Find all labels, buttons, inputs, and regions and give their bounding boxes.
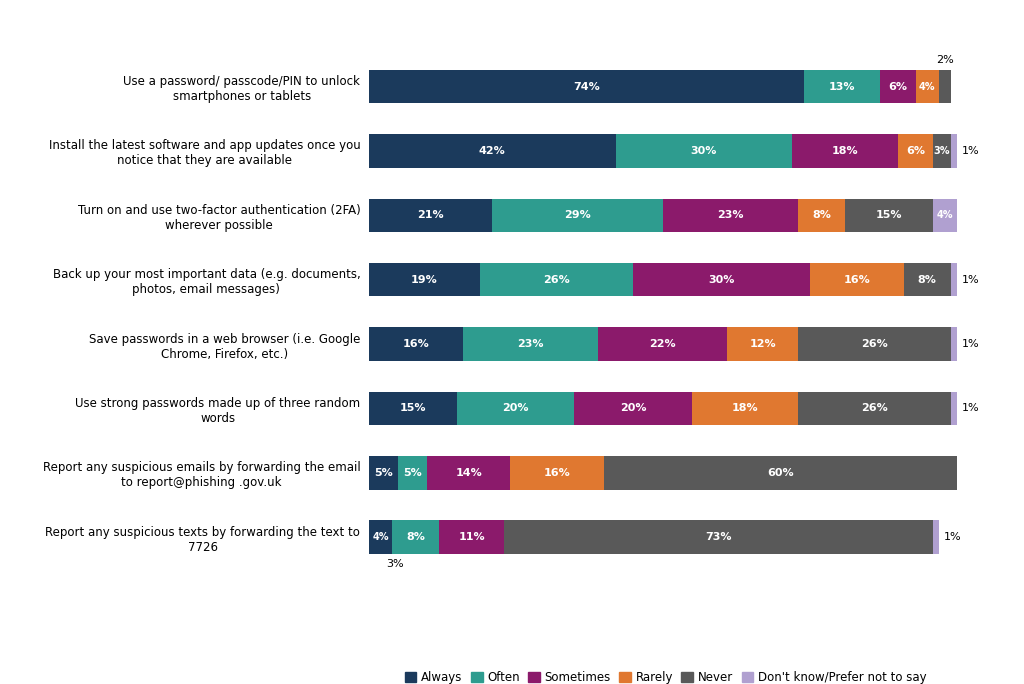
Text: 15%: 15%: [399, 404, 426, 413]
Bar: [798, 327, 951, 360]
Bar: [463, 327, 598, 360]
Bar: [810, 263, 904, 296]
Text: 15%: 15%: [876, 210, 902, 220]
Text: 22%: 22%: [649, 339, 676, 349]
Text: 4%: 4%: [372, 532, 389, 542]
Text: 60%: 60%: [767, 468, 794, 477]
Text: 1%: 1%: [944, 532, 962, 542]
Text: 3%: 3%: [386, 559, 403, 569]
Text: 6%: 6%: [906, 146, 925, 156]
Text: 26%: 26%: [861, 339, 888, 349]
Bar: [933, 198, 956, 232]
Text: 1%: 1%: [962, 339, 979, 349]
Text: 8%: 8%: [918, 275, 937, 285]
Bar: [633, 263, 810, 296]
Text: 26%: 26%: [861, 404, 888, 413]
Text: 5%: 5%: [374, 468, 393, 477]
Bar: [369, 198, 493, 232]
Text: 6%: 6%: [889, 81, 907, 92]
Bar: [480, 263, 633, 296]
Bar: [792, 134, 898, 168]
Bar: [510, 456, 604, 490]
Text: 16%: 16%: [402, 339, 429, 349]
Bar: [951, 327, 956, 360]
Bar: [392, 521, 439, 554]
Bar: [398, 456, 427, 490]
Text: 11%: 11%: [458, 532, 484, 542]
Bar: [727, 327, 798, 360]
Bar: [915, 70, 939, 103]
Bar: [898, 134, 933, 168]
Bar: [439, 521, 504, 554]
Text: 4%: 4%: [937, 210, 953, 220]
Text: 1%: 1%: [962, 275, 979, 285]
Text: 20%: 20%: [620, 404, 646, 413]
Bar: [598, 327, 727, 360]
Text: 73%: 73%: [706, 532, 732, 542]
Text: 14%: 14%: [456, 468, 482, 477]
Text: 29%: 29%: [564, 210, 591, 220]
Bar: [951, 263, 956, 296]
Bar: [369, 263, 480, 296]
Text: 26%: 26%: [544, 275, 570, 285]
Text: 42%: 42%: [479, 146, 506, 156]
Text: 16%: 16%: [544, 468, 570, 477]
Bar: [369, 327, 463, 360]
Text: 2%: 2%: [936, 55, 953, 64]
Bar: [951, 134, 956, 168]
Text: 74%: 74%: [572, 81, 600, 92]
Bar: [663, 198, 798, 232]
Bar: [493, 198, 663, 232]
Text: 21%: 21%: [417, 210, 443, 220]
Bar: [845, 198, 933, 232]
Text: 1%: 1%: [962, 146, 979, 156]
Text: 16%: 16%: [844, 275, 870, 285]
Bar: [881, 70, 915, 103]
Bar: [615, 134, 792, 168]
Bar: [574, 392, 692, 425]
Bar: [369, 456, 398, 490]
Bar: [933, 134, 951, 168]
Bar: [457, 392, 574, 425]
Text: 12%: 12%: [750, 339, 776, 349]
Legend: Always, Often, Sometimes, Rarely, Never, Don't know/Prefer not to say: Always, Often, Sometimes, Rarely, Never,…: [399, 667, 932, 684]
Bar: [933, 521, 939, 554]
Text: 1%: 1%: [962, 404, 979, 413]
Bar: [951, 392, 956, 425]
Bar: [798, 392, 951, 425]
Text: 18%: 18%: [831, 146, 858, 156]
Bar: [369, 521, 392, 554]
Bar: [798, 198, 845, 232]
Text: 5%: 5%: [403, 468, 422, 477]
Text: 30%: 30%: [690, 146, 717, 156]
Bar: [604, 456, 956, 490]
Text: 13%: 13%: [828, 81, 855, 92]
Text: 23%: 23%: [717, 210, 743, 220]
Text: 8%: 8%: [812, 210, 830, 220]
Bar: [369, 70, 804, 103]
Bar: [369, 134, 615, 168]
Text: 3%: 3%: [934, 146, 950, 156]
Bar: [427, 456, 510, 490]
Text: 4%: 4%: [919, 81, 936, 92]
Bar: [939, 70, 951, 103]
Bar: [804, 70, 881, 103]
Text: 30%: 30%: [709, 275, 734, 285]
Bar: [692, 392, 798, 425]
Bar: [369, 392, 457, 425]
Text: 19%: 19%: [411, 275, 438, 285]
Text: 20%: 20%: [503, 404, 529, 413]
Text: 8%: 8%: [407, 532, 425, 542]
Text: 18%: 18%: [732, 404, 759, 413]
Text: 23%: 23%: [517, 339, 544, 349]
Bar: [904, 263, 951, 296]
Bar: [504, 521, 933, 554]
